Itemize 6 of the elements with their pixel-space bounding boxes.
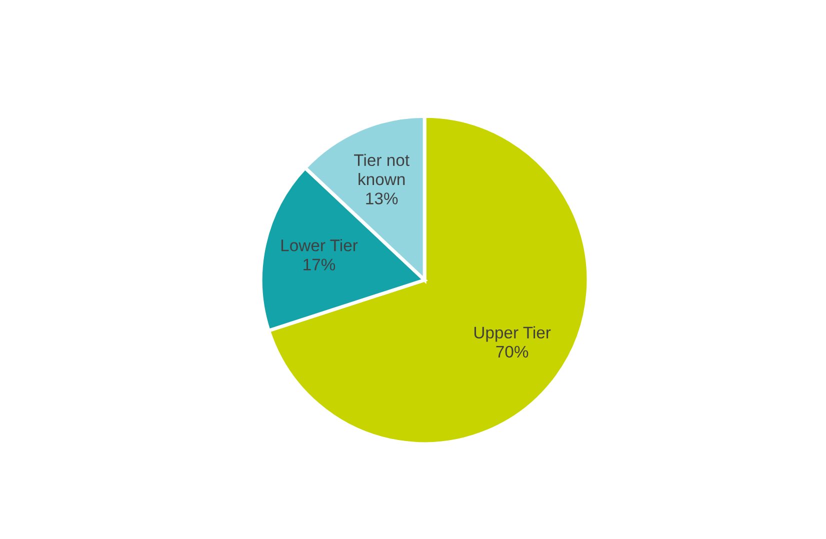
- data-label: 70%: [496, 346, 528, 358]
- data-label: 13%: [366, 192, 398, 204]
- slice-label: Tier not known: [354, 154, 410, 186]
- slice-label: Lower Tier: [281, 239, 358, 252]
- slice-label: Upper Tier: [474, 326, 551, 342]
- data-label: 17%: [304, 258, 336, 270]
